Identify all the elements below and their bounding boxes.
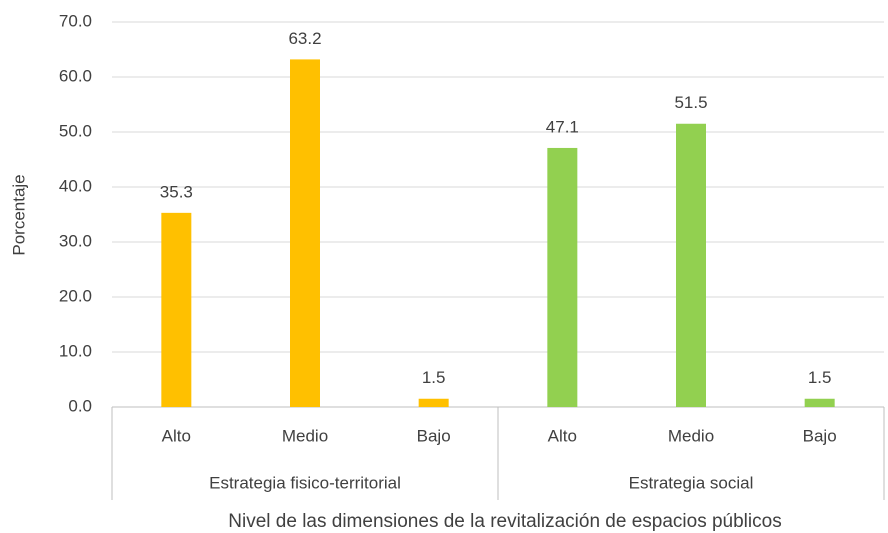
data-label: 1.5 bbox=[808, 368, 832, 387]
x-tick-label: Alto bbox=[162, 426, 191, 445]
y-tick-label: 20.0 bbox=[59, 286, 92, 305]
group-label: Estrategia fisico-territorial bbox=[209, 473, 401, 492]
y-tick-label: 0.0 bbox=[68, 396, 92, 415]
bar bbox=[676, 123, 706, 407]
data-label: 51.5 bbox=[674, 93, 707, 112]
x-tick-label: Bajo bbox=[803, 426, 837, 445]
data-label: 1.5 bbox=[422, 368, 446, 387]
x-axis-title: Nivel de las dimensiones de la revitaliz… bbox=[228, 511, 781, 532]
y-tick-label: 60.0 bbox=[59, 66, 92, 85]
data-label: 35.3 bbox=[160, 182, 193, 201]
bar bbox=[161, 212, 192, 407]
x-tick-label: Bajo bbox=[417, 426, 451, 445]
y-axis-title: Porcentaje bbox=[9, 174, 28, 255]
y-tick-label: 40.0 bbox=[59, 176, 92, 195]
bar bbox=[290, 59, 320, 408]
y-tick-label: 70.0 bbox=[59, 11, 92, 30]
x-tick-label: Medio bbox=[668, 426, 714, 445]
bar bbox=[804, 398, 835, 407]
y-tick-label: 10.0 bbox=[59, 341, 92, 360]
y-tick-label: 30.0 bbox=[59, 231, 92, 250]
group-label: Estrategia social bbox=[629, 473, 754, 492]
y-tick-label: 50.0 bbox=[59, 121, 92, 140]
bar bbox=[547, 147, 578, 407]
bar bbox=[418, 398, 449, 407]
x-tick-label: Alto bbox=[548, 426, 577, 445]
x-tick-label: Medio bbox=[282, 426, 328, 445]
data-label: 63.2 bbox=[288, 29, 321, 48]
data-label: 47.1 bbox=[546, 117, 579, 136]
